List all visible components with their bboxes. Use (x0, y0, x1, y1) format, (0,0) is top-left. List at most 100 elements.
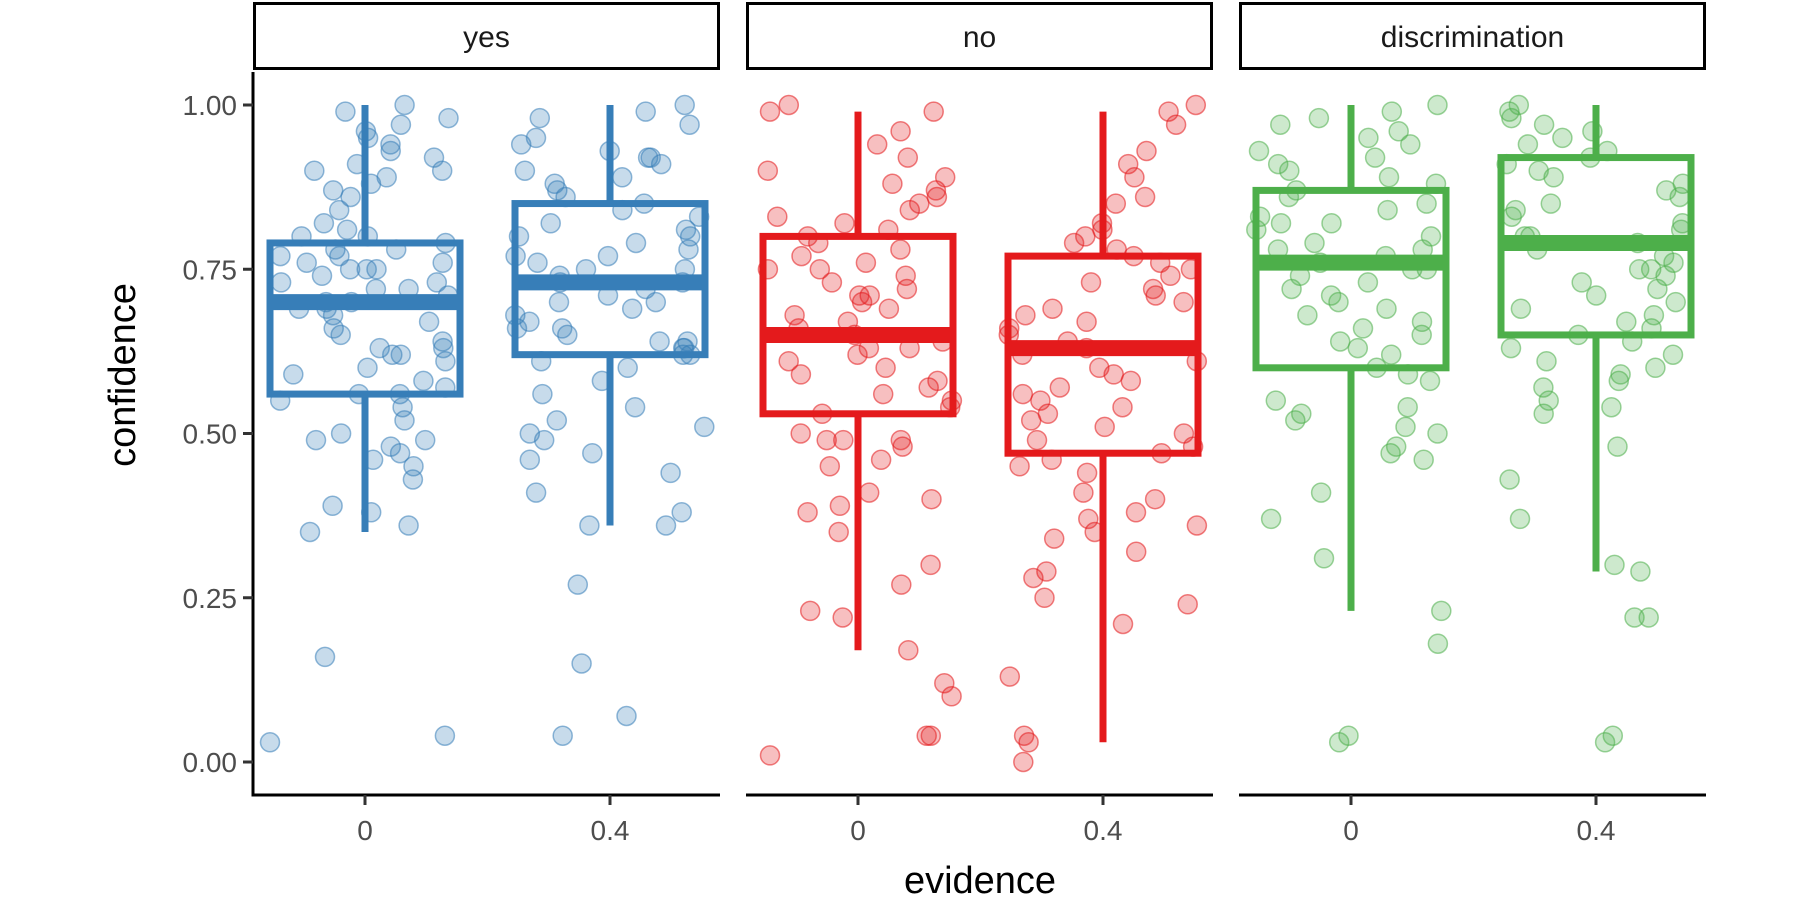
box-group (1246, 94, 1452, 753)
data-point (1321, 213, 1342, 234)
data-point (677, 331, 698, 352)
data-point (270, 245, 291, 267)
data-point (926, 186, 948, 208)
data-point (1616, 311, 1637, 333)
data-point (649, 331, 670, 352)
facet-strip (253, 2, 720, 70)
data-point (832, 607, 853, 628)
data-point (544, 173, 565, 195)
data-point (890, 429, 912, 451)
data-point (625, 232, 647, 254)
data-point (1427, 423, 1448, 444)
data-point (1665, 291, 1686, 313)
data-point (1602, 725, 1624, 746)
data-point (1013, 725, 1035, 746)
data-point (369, 337, 390, 359)
data-point (1378, 167, 1400, 188)
data-point (1076, 311, 1097, 333)
data-point (1640, 259, 1662, 280)
data-point (432, 252, 453, 273)
x-tick-label: 0.4 (1577, 815, 1616, 846)
data-point (1125, 541, 1147, 563)
facet-strip (1239, 2, 1706, 70)
data-point (821, 272, 843, 293)
data-point (1533, 403, 1554, 425)
data-point (1607, 436, 1628, 457)
data-point (322, 495, 343, 517)
data-point (339, 259, 361, 280)
data-point (434, 725, 456, 746)
data-point (920, 554, 941, 576)
data-point (1638, 607, 1659, 628)
data-point (546, 410, 568, 431)
data-point (898, 640, 919, 661)
data-point (999, 666, 1021, 687)
data-point (540, 213, 561, 234)
y-tick-label: 0.25 (183, 583, 238, 614)
data-point (819, 456, 841, 477)
data-point (1120, 370, 1142, 392)
data-point (418, 311, 440, 333)
data-point (1427, 633, 1449, 654)
data-point (525, 127, 547, 149)
y-tick-label: 0.50 (183, 419, 238, 450)
data-point (909, 193, 930, 214)
data-point (1260, 508, 1282, 530)
data-point (270, 272, 292, 293)
data-point (866, 134, 888, 155)
data-point (1380, 442, 1401, 464)
data-point (1571, 272, 1592, 293)
data-point (519, 449, 541, 471)
data-point (1012, 383, 1034, 405)
facet-strip-label: yes (463, 21, 510, 54)
facet-strip-label: no (963, 21, 996, 54)
data-point (1385, 436, 1407, 457)
data-point (784, 304, 805, 326)
data-point (1610, 364, 1631, 385)
data-point (1347, 337, 1369, 359)
data-point (757, 160, 779, 181)
data-point (778, 350, 799, 372)
data-point (398, 515, 419, 536)
data-point (548, 291, 570, 313)
x-tick-label: 0 (357, 815, 373, 846)
data-point (433, 337, 454, 359)
data-point (778, 94, 800, 116)
y-axis-title: confidence (102, 283, 144, 467)
data-point (1015, 304, 1036, 326)
data-point (875, 357, 896, 379)
data-point (1419, 370, 1441, 392)
data-point (829, 495, 851, 517)
data-point (1304, 232, 1325, 254)
data-point (650, 153, 672, 175)
data-point (616, 705, 637, 727)
data-point (694, 416, 715, 438)
data-point (1078, 508, 1099, 530)
data-point (296, 252, 317, 273)
data-point (519, 423, 541, 444)
data-point (675, 219, 697, 241)
data-point (1049, 377, 1071, 398)
data-point (1662, 344, 1684, 365)
data-point (1411, 311, 1433, 333)
data-point (525, 482, 547, 503)
data-point (403, 456, 424, 477)
data-point (357, 357, 378, 379)
data-point (1509, 508, 1531, 530)
data-point (1357, 272, 1379, 293)
data-point (1248, 140, 1270, 162)
facet-panel-0: yes 0 0.4 (253, 2, 720, 846)
data-point (809, 259, 831, 280)
data-point (1094, 416, 1115, 438)
data-point (380, 140, 401, 162)
data-point (390, 344, 412, 365)
data-point (259, 732, 281, 753)
x-tick-label: 0.4 (1084, 815, 1123, 846)
data-point (1075, 226, 1096, 247)
data-point (790, 364, 812, 385)
data-point (1395, 416, 1416, 438)
data-point (1416, 193, 1437, 214)
data-point (1538, 390, 1559, 411)
